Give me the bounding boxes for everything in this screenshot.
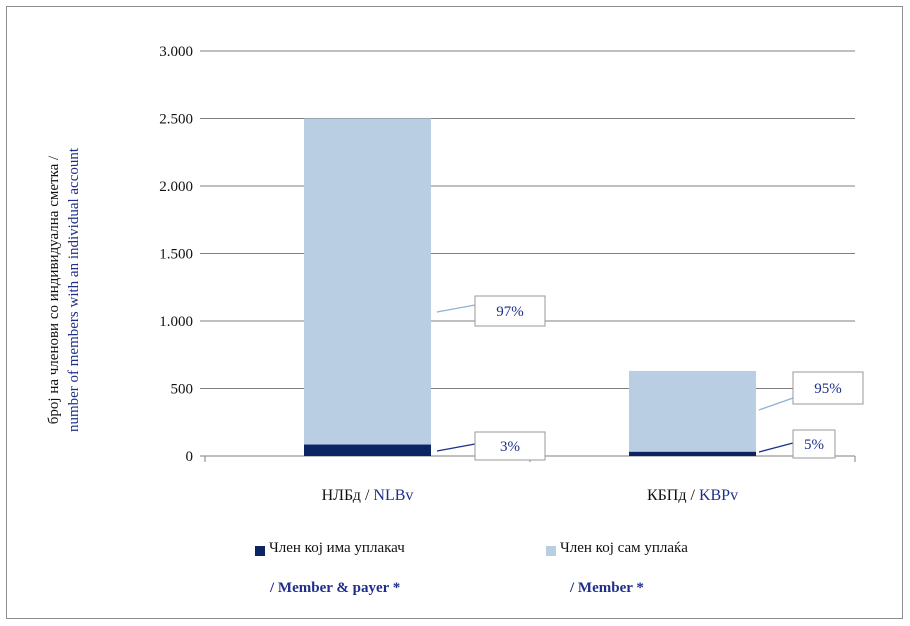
bars [304, 118, 756, 456]
y-tick-label: 1.000 [159, 314, 193, 330]
data-label-leader [436, 443, 476, 452]
y-tick-label: 1.500 [159, 247, 193, 263]
x-category-label: КБПд / KBPv [647, 487, 738, 504]
legend-label-member-en: / Member * [570, 580, 644, 596]
data-label-box [474, 431, 546, 461]
x-axis-categories: НЛБд / NLBv КБПд / KBPv [322, 487, 738, 504]
y-axis-title-mk: број на членови со индивидуална сметка / [46, 155, 62, 424]
legend-label-member-payer-mk: Член кој има уплакач [269, 540, 405, 556]
chart-frame [6, 6, 903, 619]
data-label: 97% [496, 304, 524, 320]
legend-swatch-member [546, 546, 556, 556]
bar-segment [629, 451, 756, 456]
data-label: 95% [814, 381, 842, 397]
y-tick-label: 3.000 [159, 44, 193, 60]
data-label-leader [758, 442, 794, 453]
y-tick-label: 500 [171, 382, 194, 398]
data-label-leader [758, 397, 794, 411]
data-label: 5% [804, 437, 824, 453]
data-labels: 3% 97% 5% 95% [436, 295, 864, 461]
data-label: 3% [500, 439, 520, 455]
y-tick-label: 0 [186, 449, 194, 465]
y-axis-ticks: 0 500 1.000 1.500 2.000 2.500 3.000 [159, 44, 193, 465]
legend-label-member-payer-en: / Member & payer * [270, 580, 401, 596]
bar-segment [629, 370, 756, 452]
legend-swatch-member-payer [255, 546, 265, 556]
legend-label-member-mk: Член кој сам уплаќа [560, 540, 688, 556]
y-axis-title-en: number of members with an individual acc… [66, 147, 82, 432]
data-label-box [474, 295, 546, 327]
y-tick-label: 2.000 [159, 179, 193, 195]
data-label-box [792, 371, 864, 405]
bar-segment [304, 118, 431, 445]
gridlines [200, 50, 856, 462]
data-label-leader [436, 304, 476, 313]
x-category-label: НЛБд / NLBv [322, 487, 414, 504]
data-label-box [792, 429, 836, 459]
y-tick-label: 2.500 [159, 112, 193, 128]
bar-segment [304, 444, 431, 456]
y-axis-title: број на членови со индивидуална сметка /… [46, 147, 82, 432]
